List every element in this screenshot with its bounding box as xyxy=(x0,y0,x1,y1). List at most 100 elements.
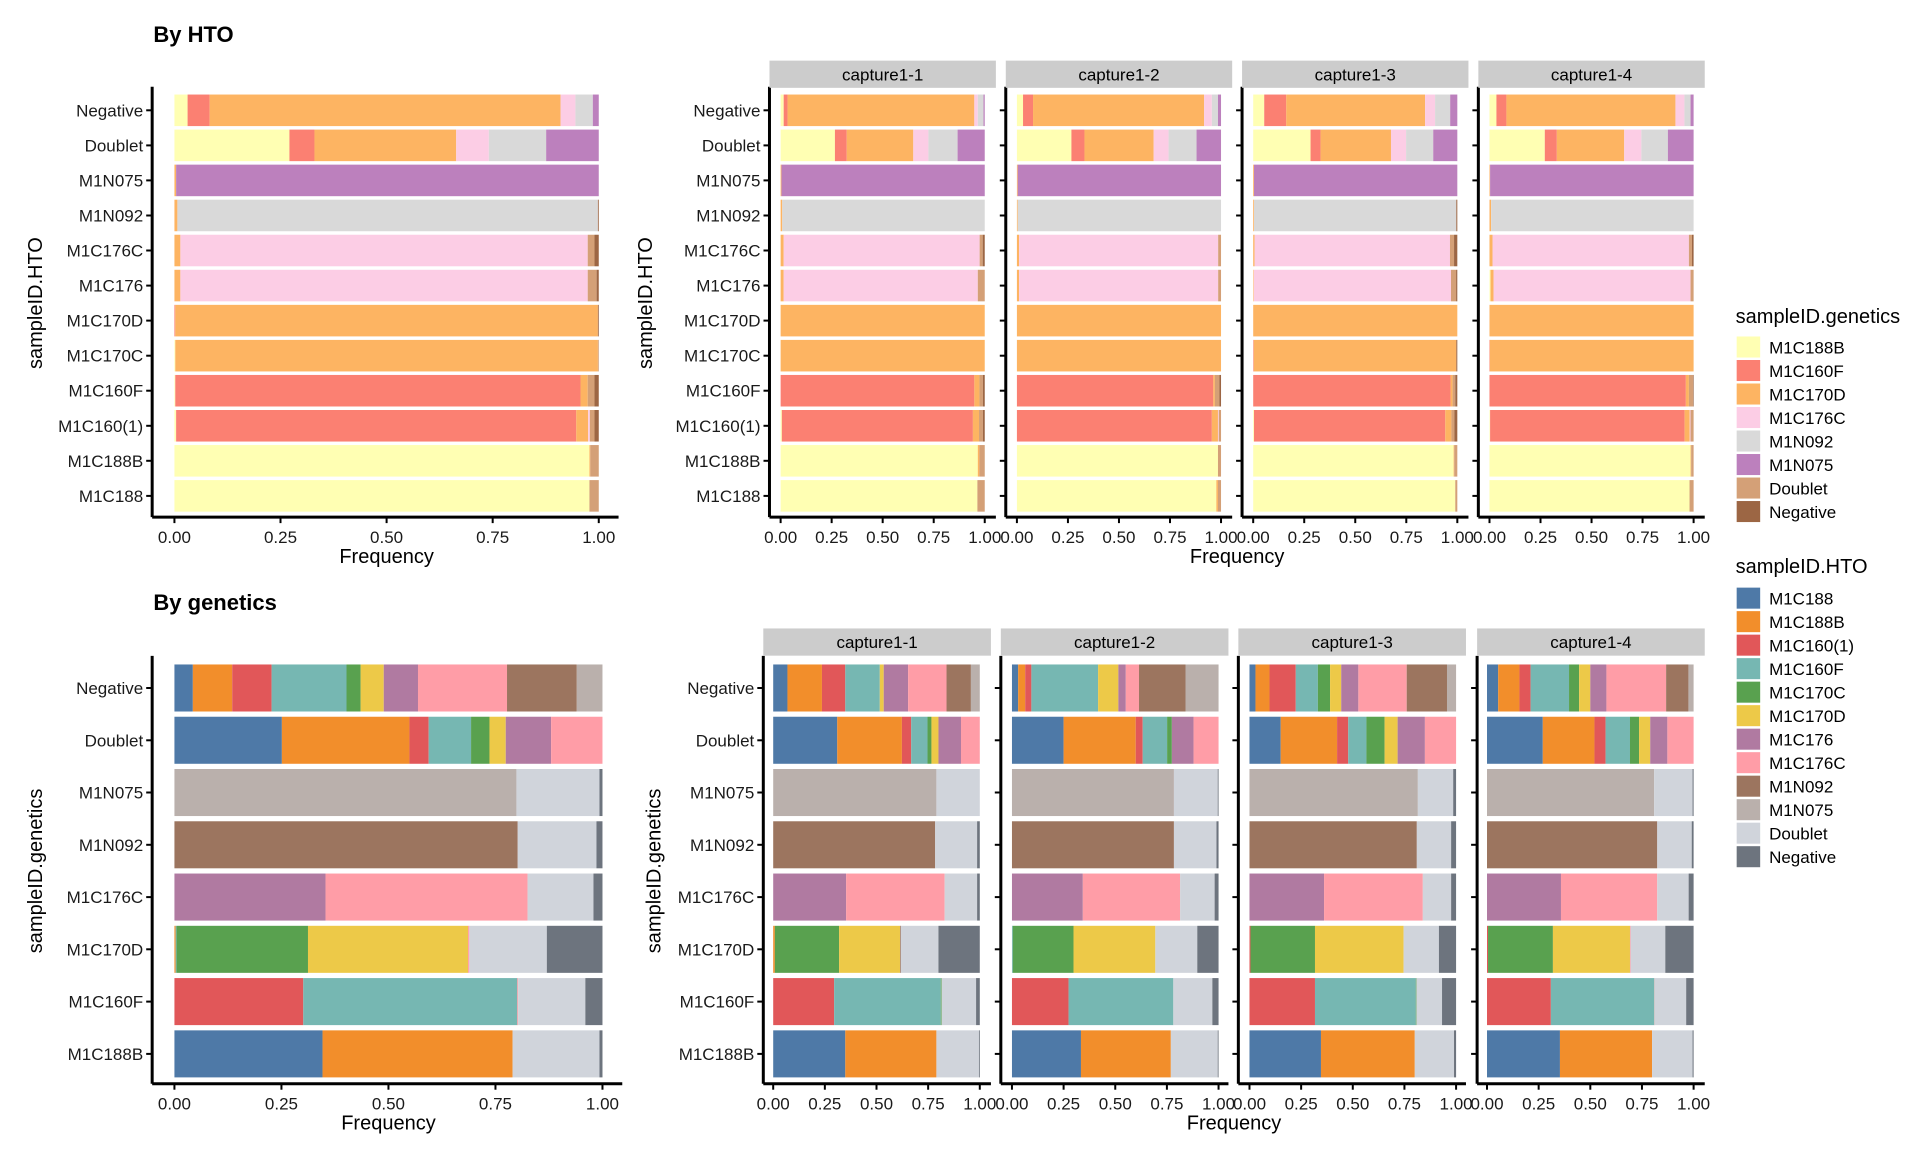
bar-segment xyxy=(1168,129,1197,162)
bar-segment xyxy=(1011,925,1013,973)
bar-segment xyxy=(1011,821,1174,869)
legend-title: sampleID.genetics xyxy=(1736,306,1901,328)
bar-segment xyxy=(780,445,978,477)
bar-segment xyxy=(1218,410,1222,442)
facet-panel-capture1-2: 0.00 0.25 0.50 0.75 1.00 xyxy=(999,86,1238,547)
y-tick-label: M1C160F xyxy=(680,993,755,1012)
y-tick-label: M1C160F xyxy=(69,382,144,401)
y-tick-label: Doublet xyxy=(702,136,761,155)
bar-segment xyxy=(1196,129,1222,162)
bar-segment xyxy=(1519,664,1531,712)
bar-segment xyxy=(1506,94,1676,127)
facet-panel-capture1-3: 0.00 0.25 0.50 0.75 1.00 xyxy=(1236,86,1474,547)
legend-item: M1C170D xyxy=(1736,383,1846,405)
bar-segment xyxy=(781,410,973,442)
bar-segment xyxy=(175,925,177,973)
legend-label: M1N092 xyxy=(1769,433,1833,452)
bar-segment xyxy=(174,978,304,1026)
facet-strip-label: capture1-4 xyxy=(1551,65,1632,84)
bar-segment xyxy=(1218,234,1222,267)
x-tick-label: 1.00 xyxy=(582,528,615,547)
bar-segment xyxy=(1185,664,1219,712)
bar-segment xyxy=(1579,664,1591,712)
x-tick-label: 0.00 xyxy=(1233,1095,1266,1114)
facet-strip-label: capture1-1 xyxy=(842,65,923,84)
x-tick-label: 1.00 xyxy=(963,1095,996,1114)
facet-panel-capture1-2: 0.00 0.25 0.50 0.75 1.00 xyxy=(994,655,1235,1114)
x-tick-label: 0.00 xyxy=(158,528,191,547)
bar-segment xyxy=(1650,716,1668,764)
bar-segment xyxy=(1254,199,1457,232)
bar-segment xyxy=(1118,664,1126,712)
bar-segment xyxy=(1489,410,1491,442)
bar-segment xyxy=(174,410,177,442)
x-tick-label: 1.00 xyxy=(586,1095,619,1114)
bar-segment xyxy=(1688,234,1692,267)
bar-segment xyxy=(546,925,603,973)
bar-segment xyxy=(289,129,315,162)
legend-label: Doublet xyxy=(1769,480,1828,499)
bar-segment xyxy=(575,94,593,127)
bar-segment xyxy=(1691,821,1694,869)
x-tick-label: 0.75 xyxy=(1390,528,1423,547)
legend-hto: sampleID.HTO M1C188 M1C188B M1C160(1) M1C160… xyxy=(1736,556,1868,868)
bar-segment xyxy=(1489,339,1694,372)
bar-segment xyxy=(1197,925,1219,973)
bar-segment xyxy=(1490,164,1694,197)
bar-segment xyxy=(1330,664,1342,712)
facet-strip xyxy=(1005,60,1233,88)
bar-segment xyxy=(1453,445,1455,477)
y-tick-label: M1C176C xyxy=(67,888,144,907)
bar-segment xyxy=(1011,978,1069,1026)
y-axis-title: sampleID.HTO xyxy=(25,237,47,369)
bar-segment xyxy=(1438,925,1457,973)
bar-segment xyxy=(1139,664,1186,712)
bar-segment xyxy=(1693,374,1694,407)
bar-segment xyxy=(180,269,588,302)
bar-segment xyxy=(1153,129,1169,162)
bar-segment xyxy=(977,873,980,921)
bar-segment xyxy=(1446,664,1457,712)
bar-segment xyxy=(505,716,552,764)
y-tick-label: M1C170C xyxy=(67,347,144,366)
x-tick-label: 0.25 xyxy=(1522,1095,1555,1114)
legend-key xyxy=(1736,501,1761,523)
bar-segment xyxy=(1689,480,1694,512)
legend-item: M1C176C xyxy=(1736,407,1846,429)
bar-segment xyxy=(780,129,835,162)
bar-segment xyxy=(174,164,177,197)
legend-label: M1C160F xyxy=(1769,362,1844,381)
bar-segment xyxy=(1489,269,1491,302)
bar-segment xyxy=(1450,374,1453,407)
bar-segment xyxy=(780,164,782,197)
x-tick-label: 1.00 xyxy=(1677,1095,1710,1114)
bar-segment xyxy=(1451,821,1457,869)
bar-segment xyxy=(1433,129,1458,162)
bar-segment xyxy=(783,269,978,302)
bar-segment xyxy=(976,978,980,1026)
legend-key xyxy=(1736,611,1761,633)
y-tick-label: M1C160F xyxy=(69,993,144,1012)
bar-segment xyxy=(180,234,588,267)
bar-segment xyxy=(1456,199,1458,232)
legend-key xyxy=(1736,454,1761,476)
bar-segment xyxy=(597,304,599,337)
bar-segment xyxy=(517,821,597,869)
x-tick-label: 0.50 xyxy=(1099,1095,1132,1114)
bar-segment xyxy=(174,269,181,302)
bar-segment xyxy=(1170,1030,1218,1078)
bar-segment xyxy=(780,94,784,127)
x-tick-label: 0.75 xyxy=(912,1095,945,1114)
bar-segment xyxy=(1684,94,1691,127)
legend-key xyxy=(1736,430,1761,452)
bar-segment xyxy=(1324,873,1423,921)
bar-segment xyxy=(1216,480,1218,512)
bar-segment xyxy=(938,716,961,764)
y-tick-label: M1C188 xyxy=(79,487,143,506)
bar-segment xyxy=(1624,129,1642,162)
bar-segment xyxy=(944,873,978,921)
bar-segment xyxy=(1011,873,1083,921)
legend-label: Doublet xyxy=(1769,825,1828,844)
x-tick-label: 0.50 xyxy=(1102,528,1135,547)
x-tick-label: 0.50 xyxy=(866,528,899,547)
